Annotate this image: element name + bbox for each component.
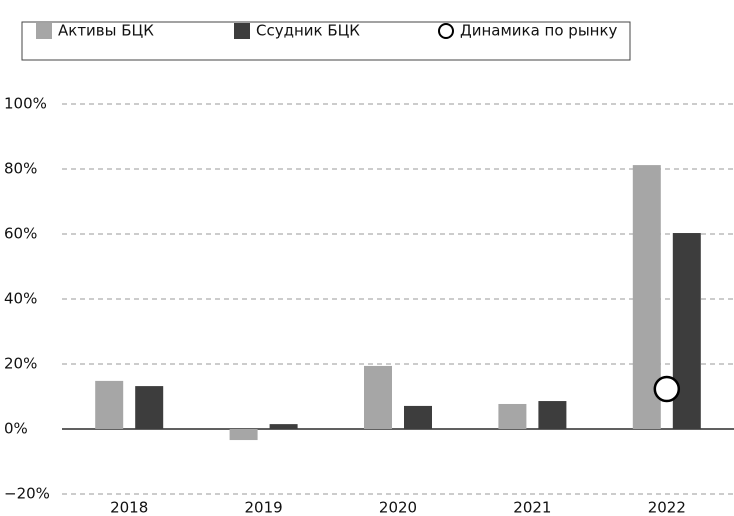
y-tick-label: 40% <box>4 290 37 308</box>
y-tick-label: 60% <box>4 225 37 243</box>
bar <box>364 365 392 429</box>
y-tick-label: −20% <box>4 485 50 503</box>
bar <box>95 380 124 429</box>
legend-label: Ссудник БЦК <box>256 22 360 40</box>
legend-marker <box>438 23 454 39</box>
bar <box>404 405 432 429</box>
x-tick-label: 2019 <box>245 499 283 516</box>
x-tick-label: 2018 <box>110 499 148 516</box>
x-tick-label: 2022 <box>648 499 686 516</box>
bar <box>269 424 298 429</box>
legend-box <box>21 21 631 61</box>
y-tick-label: 0% <box>4 420 28 438</box>
x-tick-label: 2020 <box>379 499 417 516</box>
bar <box>498 403 527 429</box>
bar <box>229 429 258 441</box>
legend-marker <box>234 23 250 39</box>
y-tick-label: 80% <box>4 160 37 178</box>
legend-label: Динамика по рынку <box>460 22 618 40</box>
y-tick-label: 20% <box>4 355 37 373</box>
bar <box>538 401 567 429</box>
y-tick-label: 100% <box>4 95 47 113</box>
market-point <box>653 375 681 403</box>
legend-label: Активы БЦК <box>58 22 154 40</box>
x-tick-label: 2021 <box>513 499 551 516</box>
bar <box>672 233 701 429</box>
bar <box>135 386 164 429</box>
legend-marker <box>36 23 52 39</box>
